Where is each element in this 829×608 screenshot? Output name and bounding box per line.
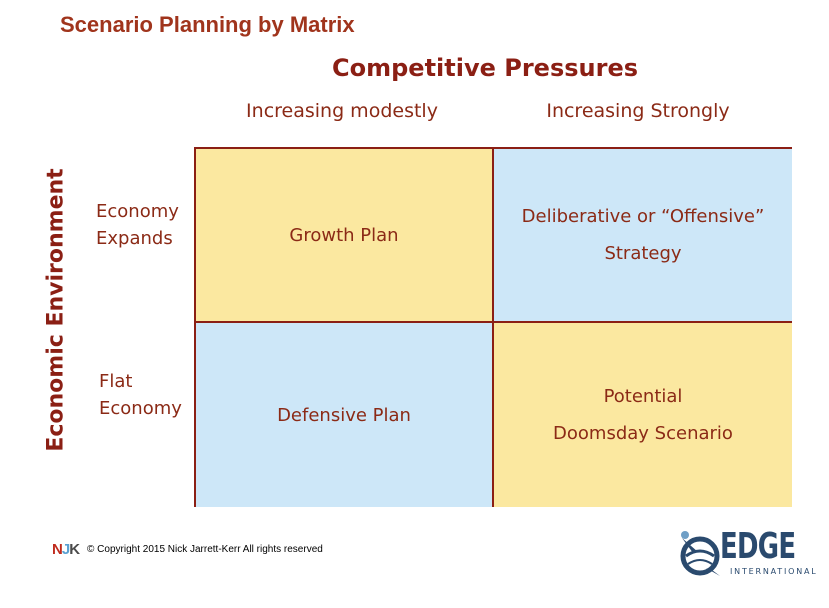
cell-text: Deliberative or “Offensive” Strategy: [521, 206, 765, 264]
cell-offensive-strategy: Deliberative or “Offensive” Strategy: [494, 149, 792, 323]
row-label-flat-economy: Flat Economy: [96, 368, 206, 422]
y-axis-title: Economic Environment: [43, 168, 69, 452]
copyright-text: © Copyright 2015 Nick Jarrett-Kerr All r…: [87, 544, 323, 555]
njk-logo: NJK: [52, 541, 80, 558]
y-axis-title-container: Economic Environment: [38, 148, 74, 472]
cell-growth-plan: Growth Plan: [196, 149, 494, 323]
cell-text: Defensive Plan: [277, 404, 411, 426]
column-label-strong: Increasing Strongly: [546, 100, 730, 122]
cell-defensive-plan: Defensive Plan: [196, 323, 494, 507]
edge-logo-subtitle: INTERNATIONAL: [730, 567, 818, 576]
cell-text: Growth Plan: [289, 224, 399, 246]
row-label-line: Economy: [96, 201, 179, 222]
cell-text: Potential Doomsday Scenario: [553, 386, 733, 444]
row-label-line: Flat: [99, 371, 133, 392]
row-label-economy-expands: Economy Expands: [96, 198, 206, 252]
edge-logo-name: EDGE: [720, 526, 796, 567]
x-axis-title: Competitive Pressures: [332, 54, 638, 82]
cell-doomsday-scenario: Potential Doomsday Scenario: [494, 323, 792, 507]
row-label-line: Economy: [99, 398, 182, 419]
page-title: Scenario Planning by Matrix: [60, 12, 355, 37]
scenario-matrix: Growth Plan Deliberative or “Offensive” …: [194, 147, 792, 507]
footer: NJK © Copyright 2015 Nick Jarrett-Kerr A…: [52, 541, 323, 558]
row-label-line: Expands: [96, 228, 173, 249]
globe-arrow-icon: [680, 531, 720, 576]
column-label-modest: Increasing modestly: [246, 100, 438, 122]
edge-international-logo: EDGE INTERNATIONAL: [676, 526, 816, 582]
